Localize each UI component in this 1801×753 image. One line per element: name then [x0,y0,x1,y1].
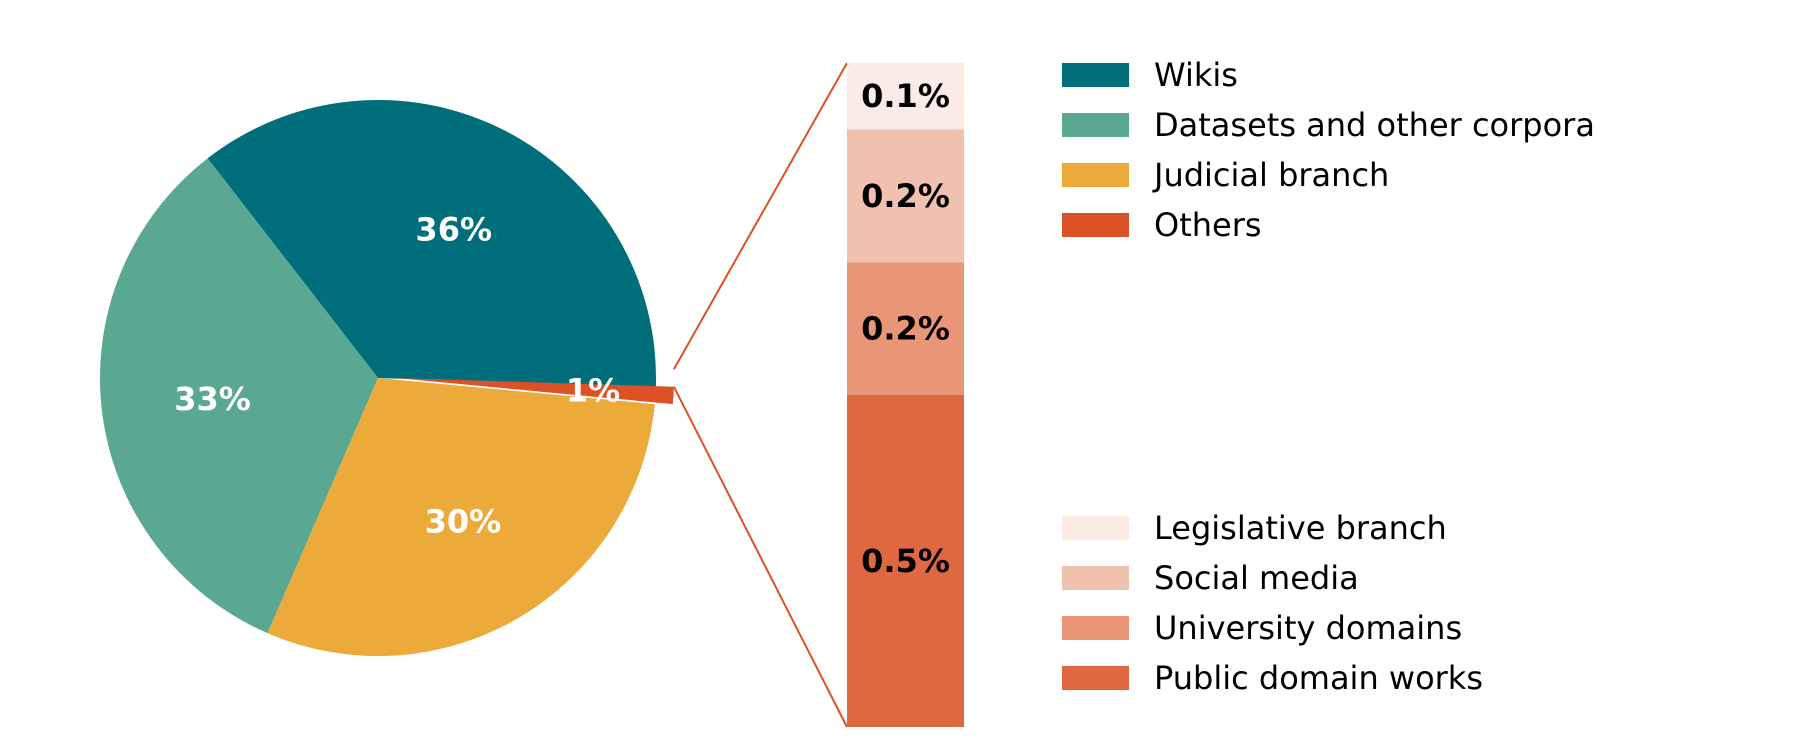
connector-line-bottom [672,386,848,728]
bar-label-social-media: 0.2% [861,177,950,215]
legend-label-wikis: Wikis [1154,56,1238,94]
bar-segment-legislative-branch [847,63,964,130]
pie-slice-wikis [207,99,657,387]
legend-item-university-domains: University domains [1062,609,1462,647]
legend-item-others: Others [1062,206,1262,244]
legend-label-judicial-branch: Judicial branch [1152,156,1389,194]
legend-label-others: Others [1154,206,1262,244]
pie-label-judicial-branch: 30% [425,503,502,541]
breakdown-bar: 0.5% 0.2% 0.2% 0.1% [847,63,964,727]
pie-label-others: 1% [566,371,620,409]
legend-swatch-datasets-and-other-corpora [1062,113,1129,137]
pie-label-wikis: 36% [415,210,492,248]
legend-swatch-judicial-branch [1062,163,1129,187]
legend-swatch-legislative-branch [1062,516,1129,540]
pie-label-datasets-and-other-corpora: 33% [174,380,251,418]
bar-label-public-domain-works: 0.5% [861,542,950,580]
legend-label-university-domains: University domains [1154,609,1462,647]
legend-item-judicial-branch: Judicial branch [1062,156,1389,194]
legend-item-legislative-branch: Legislative branch [1062,509,1447,547]
legend-swatch-public-domain-works [1062,666,1129,690]
legend-item-social-media: Social media [1062,559,1359,597]
legend-label-social-media: Social media [1154,559,1359,597]
legend-swatch-social-media [1062,566,1129,590]
bar-segment-social-media [847,129,964,263]
legend-breakdown: Legislative branch Social media University… [1062,509,1483,697]
legend-swatch-wikis [1062,63,1129,87]
pie-slice-judicial-branch [267,378,655,656]
bar-label-legislative-branch: 0.1% [861,77,950,115]
pie-slice-others [396,378,674,405]
connector-line-top [672,62,848,370]
legend-item-wikis: Wikis [1062,56,1238,94]
connector-lines [672,62,848,728]
legend-main: Wikis Datasets and other corpora Judicial … [1062,56,1595,244]
bar-segment-public-domain-works [847,395,964,727]
legend-swatch-university-domains [1062,616,1129,640]
legend-item-public-domain-works: Public domain works [1062,659,1483,697]
legend-swatch-others [1062,213,1129,237]
pie-slice-datasets-and-other-corpora [99,158,379,634]
legend-label-datasets-and-other-corpora: Datasets and other corpora [1154,106,1595,144]
legend-item-datasets-and-other-corpora: Datasets and other corpora [1062,106,1595,144]
legend-label-public-domain-works: Public domain works [1154,659,1483,697]
legend-label-legislative-branch: Legislative branch [1154,509,1447,547]
bar-label-university-domains: 0.2% [861,310,950,348]
bar-segment-university-domains [847,262,964,395]
pie-chart: 36% 33% 30% 1% [99,99,674,656]
